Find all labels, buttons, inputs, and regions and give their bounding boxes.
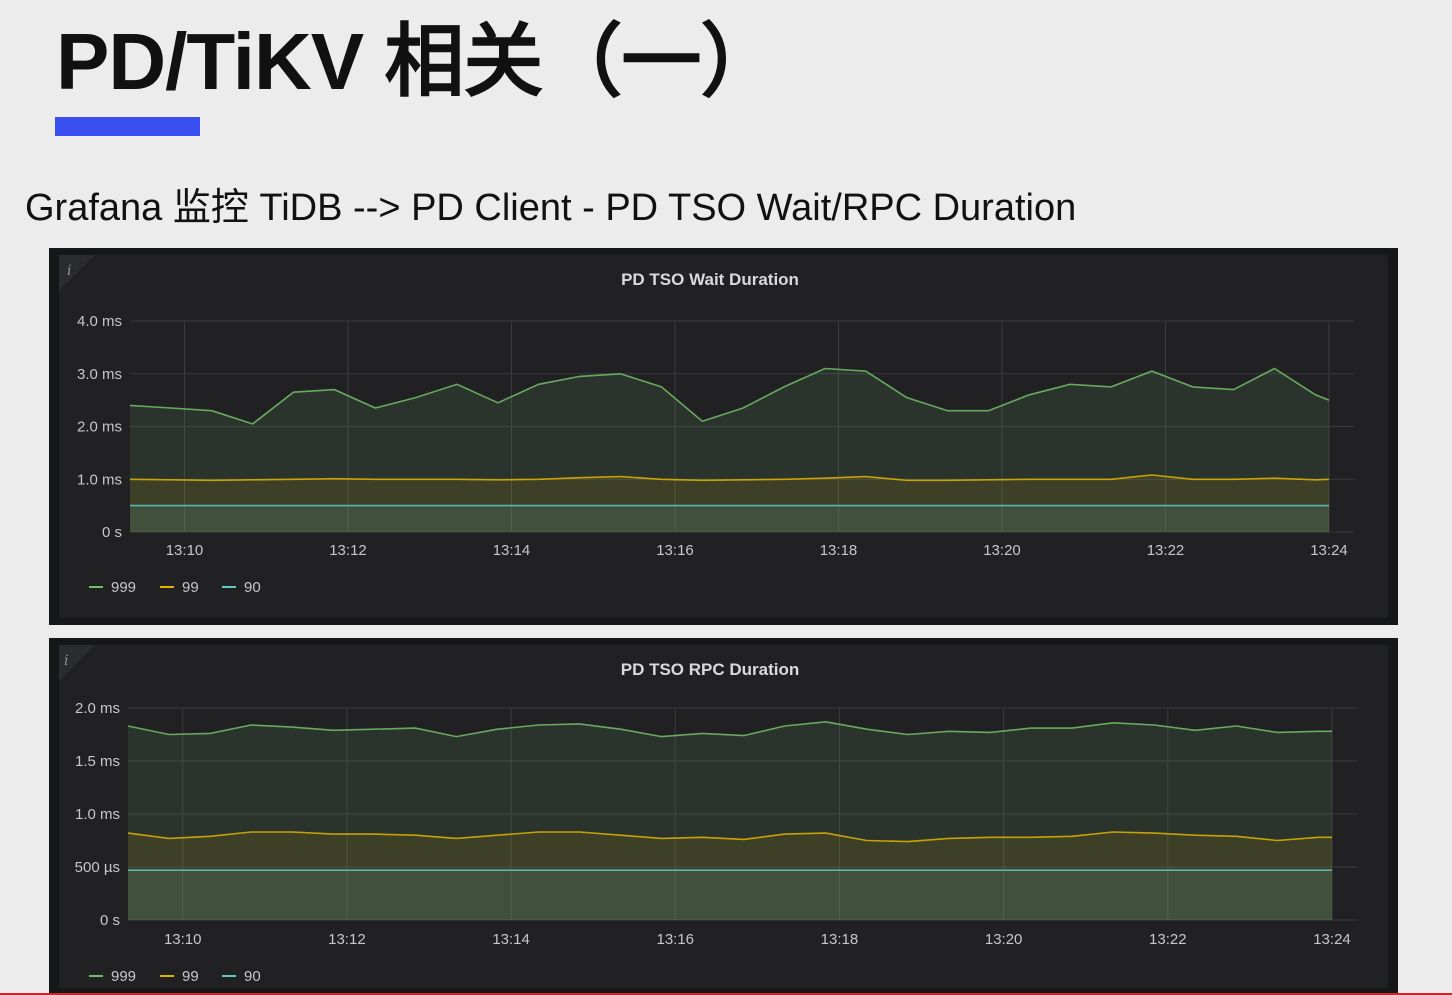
panel-body (59, 255, 1388, 618)
chart1-x-tick-label: 13:18 (821, 931, 859, 948)
chart0-x-tick-label: 13:22 (1147, 542, 1185, 559)
chart1-x-tick-label: 13:20 (985, 931, 1023, 948)
chart0-x-tick-label: 13:20 (983, 542, 1021, 559)
bottom-divider (0, 993, 1452, 995)
chart0-legend-label-999: 999 (111, 579, 136, 596)
chart0-area-90 (130, 505, 1329, 532)
chart1-y-tick-label: 500 µs (75, 859, 120, 876)
chart0-area-99 (130, 475, 1329, 532)
chart0-x-tick-label: 13:18 (820, 542, 858, 559)
chart1-line-999 (127, 720, 1332, 738)
chart1-info-corner (59, 645, 95, 681)
chart1-x-tick-label: 13:22 (1149, 931, 1187, 948)
chart1-x-tick-label: 13:14 (492, 931, 530, 948)
chart1-x-tick-label: 13:10 (164, 931, 202, 948)
slide-subtitle: Grafana 监控 TiDB --> PD Client - PD TSO W… (25, 187, 1077, 229)
chart1-legend-label-99: 99 (182, 968, 199, 985)
chart0-info-icon: i (67, 263, 71, 279)
chart0-title: PD TSO Wait Duration (621, 270, 799, 289)
chart1-line-99 (127, 831, 1332, 843)
chart1-legend-label-90: 90 (244, 968, 261, 985)
chart1-y-tick-label: 0 s (100, 912, 120, 929)
chart0-x-tick-label: 13:12 (329, 542, 367, 559)
chart1-x-tick-label: 13:16 (656, 931, 694, 948)
chart0-legend-label-99: 99 (182, 579, 199, 596)
chart1-title: PD TSO RPC Duration (621, 660, 800, 679)
chart0-x-tick-label: 13:10 (166, 542, 204, 559)
chart0-legend-label-90: 90 (244, 579, 261, 596)
chart1-area-90 (128, 870, 1332, 920)
chart0-area-999 (130, 368, 1329, 532)
chart0-y-tick-label: 0 s (102, 524, 122, 541)
chart0-x-tick-label: 13:16 (656, 542, 694, 559)
chart0-x-tick-label: 13:24 (1310, 542, 1348, 559)
chart1-x-tick-label: 13:24 (1313, 931, 1351, 948)
title-accent-bar (55, 117, 200, 136)
chart1-legend-label-999: 999 (111, 968, 136, 985)
chart0-y-tick-label: 1.0 ms (77, 471, 122, 488)
chart1-y-tick-label: 1.5 ms (75, 753, 120, 770)
chart0-x-tick-label: 13:14 (493, 542, 531, 559)
chart0-y-tick-label: 4.0 ms (77, 313, 122, 330)
wait-duration-panel: i PD TSO Wait Duration 0 s 1.0 ms 2.0 ms 3.0 … (49, 248, 1398, 625)
chart0-info-corner (59, 255, 95, 291)
chart1-y-tick-label: 2.0 ms (75, 700, 120, 717)
chart0-line-999 (129, 367, 1330, 425)
rpc-duration-chart: i PD TSO RPC Duration 0 s 500 µs 1.0 ms 1.5 m… (59, 645, 1357, 985)
chart0-line-99 (129, 474, 1330, 482)
chart0-y-tick-label: 3.0 ms (77, 366, 122, 383)
wait-duration-chart: i PD TSO Wait Duration 0 s 1.0 ms 2.0 ms 3.0 … (59, 255, 1354, 596)
rpc-duration-panel: i PD TSO RPC Duration 0 s 500 µs 1.0 ms 1.5 m… (49, 638, 1398, 995)
chart0-y-tick-label: 2.0 ms (77, 419, 122, 436)
chart1-area-99 (128, 832, 1332, 920)
chart1-y-tick-label: 1.0 ms (75, 806, 120, 823)
slide-title: PD/TiKV 相关（一） (56, 17, 780, 106)
chart1-x-tick-label: 13:12 (328, 931, 366, 948)
panel-body (59, 645, 1388, 988)
chart1-info-icon: i (64, 653, 68, 669)
